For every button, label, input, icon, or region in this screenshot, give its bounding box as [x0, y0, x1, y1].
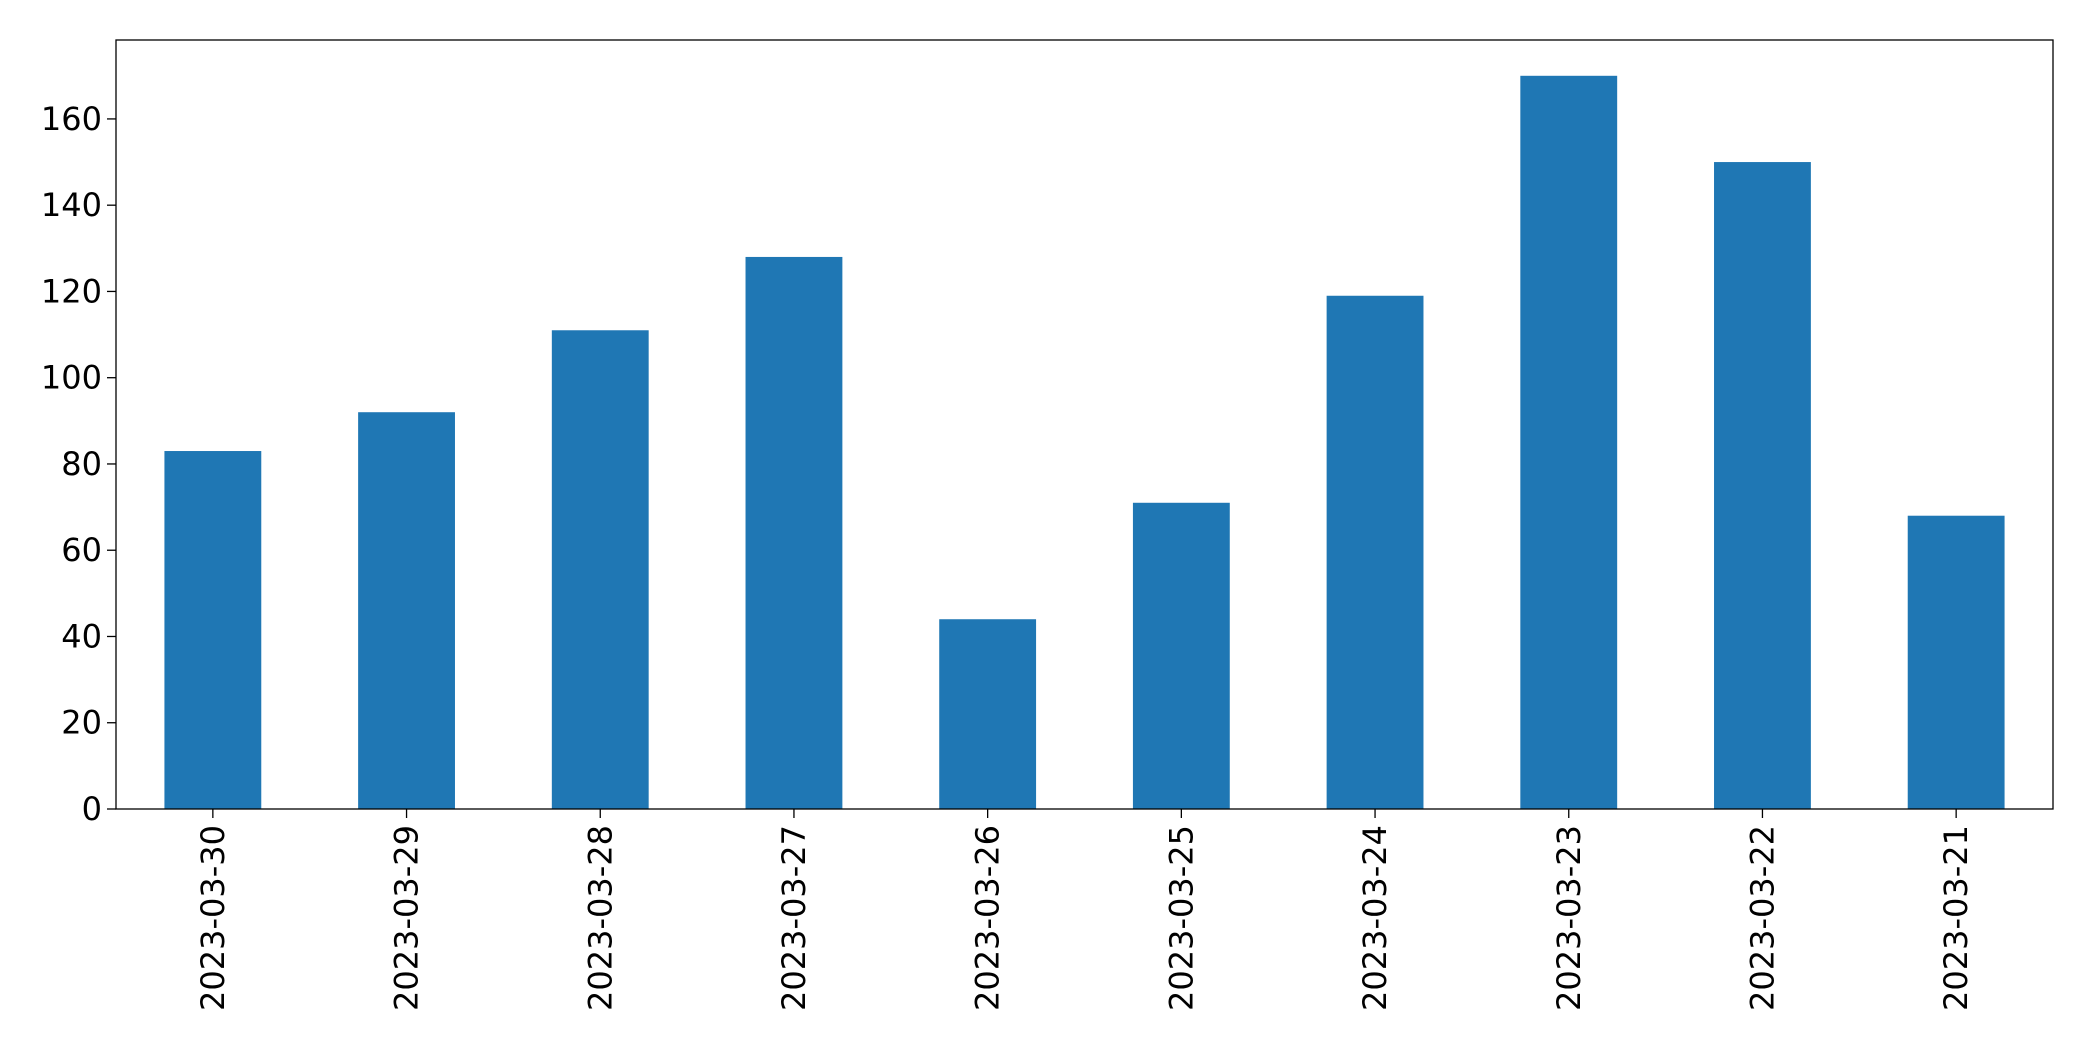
bar: [1714, 162, 1811, 809]
y-tick-label: 40: [61, 617, 102, 655]
x-tick-label: 2023-03-28: [581, 825, 619, 1011]
y-tick-label: 80: [61, 445, 102, 483]
x-tick-label: 2023-03-21: [1937, 825, 1975, 1011]
bar: [745, 256, 843, 810]
bar: [1132, 502, 1230, 809]
x-tick-label: 2023-03-23: [1550, 825, 1588, 1011]
plot-frame: [115, 39, 2054, 810]
x-tick-label: 2023-03-30: [194, 825, 232, 1011]
bar: [551, 330, 649, 809]
x-tick-label: 2023-03-27: [775, 825, 813, 1011]
bar: [358, 412, 455, 809]
bar: [939, 619, 1037, 809]
x-tick-label: 2023-03-25: [1162, 825, 1200, 1011]
x-tick-label: 2023-03-26: [969, 825, 1007, 1011]
x-tick-label: 2023-03-29: [388, 825, 426, 1011]
y-tick-label: 20: [61, 704, 102, 742]
bar: [1907, 515, 2005, 809]
x-tick-label: 2023-03-24: [1356, 825, 1394, 1011]
bar: [1326, 295, 1424, 809]
y-tick-label: 120: [41, 272, 102, 310]
x-tick-label: 2023-03-22: [1743, 825, 1781, 1011]
y-tick-label: 100: [41, 359, 102, 397]
y-tick-label: 160: [41, 100, 102, 138]
y-tick-label: 0: [82, 790, 102, 828]
y-tick-label: 140: [41, 186, 102, 224]
bar: [164, 451, 262, 809]
y-tick-label: 60: [61, 531, 102, 569]
bar: [1520, 75, 1618, 809]
